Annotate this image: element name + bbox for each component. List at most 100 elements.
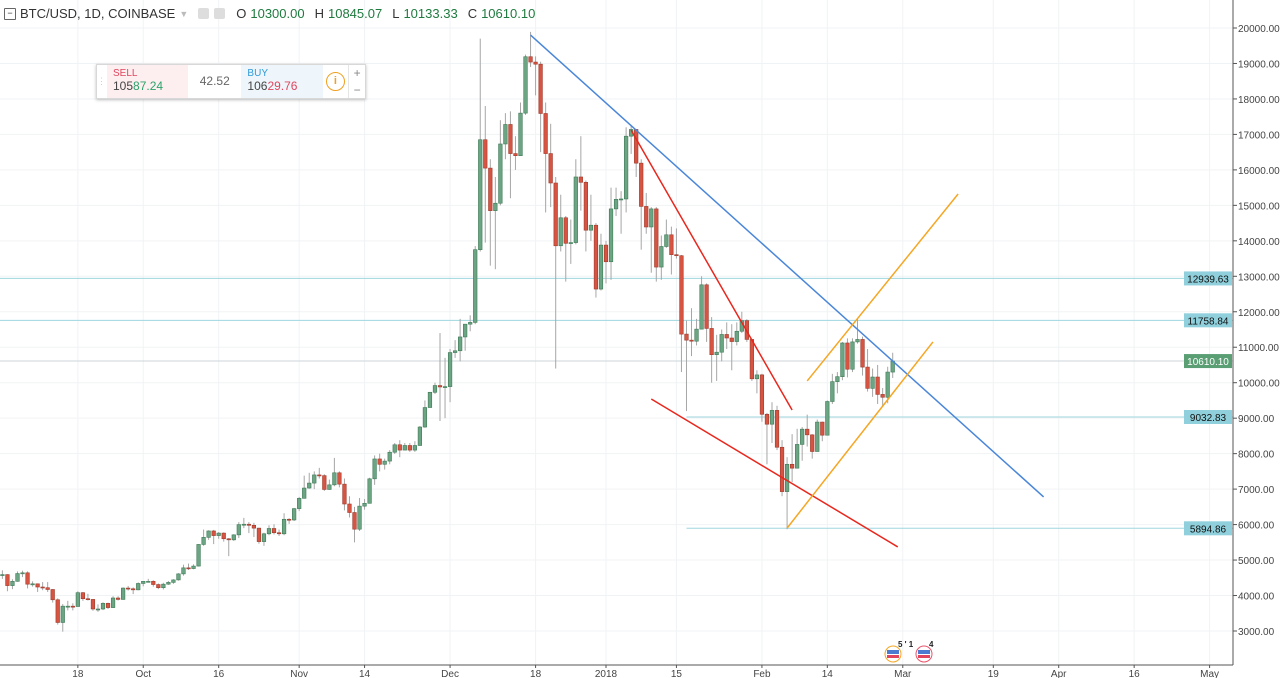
candle-up (885, 371, 890, 398)
buy-price-tail: 29.76 (267, 79, 298, 93)
candle-down (533, 61, 538, 65)
trendline-red[interactable] (650, 398, 899, 548)
candle-down (513, 153, 518, 156)
candle-down (764, 413, 770, 425)
candle-up (327, 484, 332, 490)
candle-up (825, 401, 830, 436)
candle-up (870, 376, 875, 389)
candle-up (649, 208, 654, 228)
time-tick-label: 19 (988, 669, 1000, 678)
trendline-orange[interactable] (806, 193, 959, 382)
candle-down (644, 206, 649, 228)
trendlines[interactable] (530, 34, 1045, 548)
candle-down (35, 583, 40, 588)
candle-up (307, 482, 312, 489)
candle-up (402, 445, 407, 451)
candle-up (10, 581, 15, 586)
candle-up (136, 583, 141, 591)
candle-up (734, 330, 739, 342)
price-tick-label: 12000.00 (1238, 308, 1280, 319)
trendline-orange[interactable] (786, 341, 934, 529)
candle-down (226, 538, 231, 541)
high-value: 10845.07 (327, 6, 383, 21)
trendline-blue[interactable] (530, 34, 1045, 498)
event-count: 4 (929, 640, 934, 649)
candle-down (724, 334, 729, 339)
candle-up (236, 524, 241, 536)
price-tick-label: 8000.00 (1238, 450, 1275, 461)
candle-up (468, 322, 473, 325)
time-tick-label: 16 (1129, 669, 1141, 678)
candle-down (679, 255, 684, 335)
time-axis[interactable]: 18 Oct 16 Nov 14 Dec 18 2018 15 Feb 14 Mar 19 Apr 16 Ma… (0, 640, 1233, 678)
level-price-label-bg (1184, 271, 1232, 286)
event-count: 5 ' 1 (898, 640, 914, 649)
price-badges: 12939.63 11758.84 9032.83 5894.86 10610.10 (1184, 271, 1232, 536)
candle-up (800, 428, 805, 445)
plus-button[interactable]: + (353, 66, 361, 81)
candle-down (774, 410, 780, 448)
candle-down (90, 599, 96, 610)
candle-down (779, 446, 785, 492)
candle-up (216, 532, 221, 536)
minus-button[interactable]: − (353, 82, 361, 97)
candle-down (115, 597, 121, 600)
candle-up (503, 124, 508, 145)
candle-down (55, 599, 60, 623)
candle-up (493, 202, 498, 211)
candle-up (362, 502, 367, 507)
sell-button[interactable]: SELL 10587.24 (107, 65, 189, 98)
candle-up (624, 135, 629, 200)
candle-down (790, 463, 795, 469)
candle-down (845, 342, 850, 370)
time-tick-label: 18 (72, 669, 84, 678)
symbol-title[interactable]: BTC/USD, 1D, COINBASE (20, 6, 176, 21)
collapse-icon[interactable]: − (4, 7, 16, 20)
candle-down (256, 527, 262, 542)
candle-up (241, 523, 246, 526)
time-tick-label: May (1200, 669, 1219, 678)
price-tick-label: 3000.00 (1238, 627, 1275, 638)
candle-down (820, 421, 825, 436)
candle-up (714, 351, 719, 355)
candle-down (131, 588, 136, 591)
candle-up (392, 444, 397, 453)
open-label: O (236, 6, 247, 21)
candle-up (181, 567, 186, 575)
candle-up (518, 112, 523, 156)
buy-button[interactable]: BUY 10629.76 (241, 65, 323, 98)
trendline-red[interactable] (630, 129, 793, 411)
candle-up (573, 176, 578, 243)
price-levels (0, 277, 1233, 529)
candle-up (292, 508, 297, 521)
price-tick-label: 13000.00 (1238, 272, 1280, 283)
info-button[interactable]: i (323, 65, 349, 98)
candle-up (473, 249, 478, 323)
candle-down (749, 339, 754, 380)
price-tick-label: 18000.00 (1238, 95, 1280, 106)
time-tick-label: Oct (135, 669, 151, 678)
candle-up (417, 426, 422, 446)
candles (0, 31, 895, 632)
candle-down (251, 524, 257, 529)
candle-down (126, 587, 131, 590)
candle-down (528, 56, 533, 63)
candle-up (618, 198, 624, 201)
candle-up (498, 143, 503, 204)
price-tick-label: 20000.00 (1238, 24, 1280, 35)
eye-icon[interactable] (198, 8, 210, 19)
candle-up (206, 530, 211, 538)
level-price-label: 12939.63 (1187, 274, 1229, 285)
drag-handle-icon[interactable]: ⋮⋮ (97, 76, 115, 86)
candle-down (246, 523, 251, 526)
candle-up (478, 139, 483, 250)
candle-up (784, 463, 790, 492)
flag-canton (918, 650, 930, 654)
price-axis[interactable]: 20000.00 19000.00 18000.00 17000.00 16000.00… (1232, 0, 1280, 678)
chevron-down-icon[interactable]: ▼ (179, 8, 189, 19)
candle-up (815, 421, 820, 452)
flag-stripes (887, 655, 899, 658)
candle-down (860, 339, 865, 368)
gear-icon[interactable] (214, 8, 226, 19)
